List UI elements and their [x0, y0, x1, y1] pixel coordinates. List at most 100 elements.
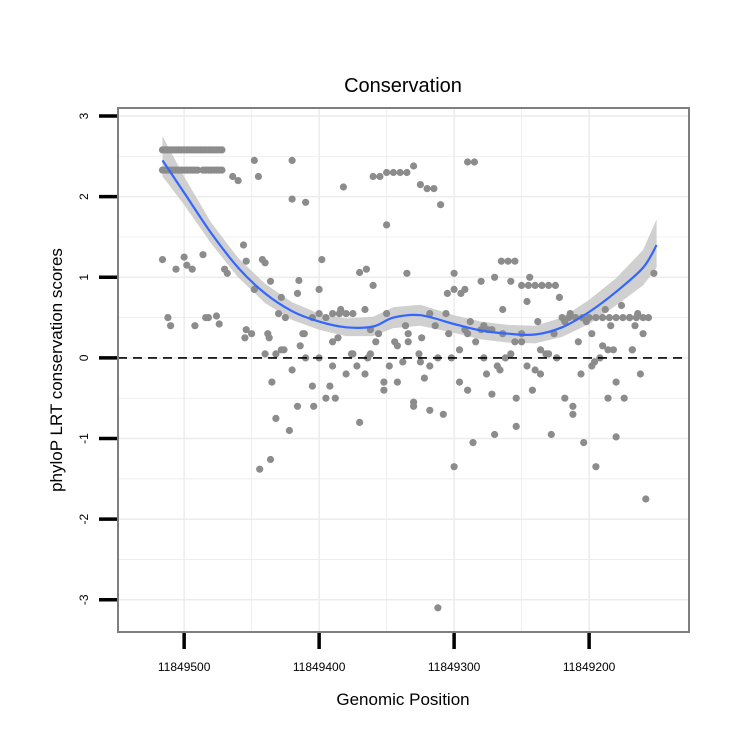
data-point: [241, 334, 249, 342]
data-point: [302, 198, 310, 206]
data-point: [308, 382, 316, 390]
data-point: [547, 430, 555, 439]
data-point: [376, 172, 384, 181]
data-point: [420, 374, 428, 382]
y-tick-label: -3: [77, 594, 91, 605]
data-point: [242, 257, 250, 265]
data-point: [569, 410, 577, 418]
data-point: [642, 495, 650, 503]
data-point: [248, 330, 256, 338]
data-point: [310, 402, 318, 410]
data-point: [399, 358, 407, 366]
data-point: [455, 346, 464, 354]
data-point: [331, 394, 339, 402]
data-point: [639, 314, 647, 322]
data-point: [369, 281, 377, 289]
data-point: [281, 314, 289, 322]
data-point: [426, 362, 434, 370]
data-point: [590, 358, 599, 366]
data-point: [383, 310, 391, 318]
data-point: [204, 314, 212, 322]
smooth-line-layer: [161, 159, 658, 337]
data-point: [612, 314, 620, 322]
data-point: [523, 362, 531, 370]
data-point: [504, 257, 512, 265]
data-point: [223, 269, 231, 277]
data-point: [524, 281, 533, 289]
y-axis-label: phyloP LRT conservation scores: [47, 248, 66, 492]
data-point: [443, 289, 451, 297]
plot-panel: [118, 108, 689, 632]
data-point: [612, 378, 620, 386]
data-point: [617, 301, 626, 310]
data-point: [588, 330, 596, 338]
data-point: [551, 281, 560, 289]
data-point: [416, 181, 424, 189]
data-point: [601, 305, 609, 314]
data-point: [569, 402, 577, 410]
data-point: [415, 350, 423, 358]
data-point: [555, 293, 564, 301]
data-point: [507, 350, 515, 358]
data-point: [619, 314, 627, 322]
data-point: [423, 185, 431, 193]
data-point: [531, 281, 539, 289]
data-point: [577, 370, 585, 378]
data-point: [418, 334, 426, 342]
data-point: [534, 318, 542, 326]
data-point: [315, 310, 323, 318]
data-point: [592, 463, 600, 471]
data-point: [437, 201, 445, 209]
y-tick-label: -2: [77, 513, 91, 524]
data-point: [469, 439, 477, 447]
data-point: [609, 346, 618, 354]
data-point: [526, 273, 534, 281]
data-point: [518, 338, 526, 346]
data-point: [256, 465, 264, 473]
data-point: [445, 330, 453, 338]
data-point: [322, 394, 330, 402]
data-point: [480, 322, 488, 330]
chart-title: Conservation: [344, 75, 462, 97]
data-point: [439, 410, 447, 418]
data-point: [599, 314, 607, 322]
data-point: [488, 390, 496, 398]
data-point: [536, 346, 545, 354]
data-point: [212, 312, 221, 320]
data-point: [491, 273, 499, 281]
data-point: [315, 285, 323, 293]
data-point: [272, 414, 280, 422]
data-point: [322, 314, 330, 322]
data-point: [347, 350, 356, 358]
data-point: [482, 370, 491, 378]
data-point: [507, 277, 515, 285]
data-point: [477, 277, 485, 285]
data-point: [250, 156, 258, 164]
data-point: [472, 338, 480, 346]
data-point: [380, 386, 388, 394]
data-point: [416, 358, 424, 366]
data-point: [342, 310, 350, 318]
y-tick-label: 2: [77, 193, 91, 200]
data-point: [296, 342, 304, 350]
data-point: [426, 310, 434, 318]
data-point: [501, 354, 509, 362]
data-point: [329, 338, 337, 346]
data-point: [450, 463, 458, 471]
data-point: [410, 162, 418, 170]
data-point: [277, 293, 285, 301]
data-point: [329, 310, 337, 318]
data-point: [188, 265, 196, 273]
data-point: [605, 314, 614, 322]
data-point: [528, 386, 537, 394]
data-point: [431, 322, 439, 330]
data-point: [229, 172, 237, 181]
data-point: [404, 330, 412, 338]
data-point: [511, 338, 519, 346]
data-point: [393, 378, 401, 386]
data-point: [434, 604, 442, 612]
data-point: [356, 418, 364, 426]
data-point: [272, 350, 280, 358]
data-point: [566, 310, 574, 318]
